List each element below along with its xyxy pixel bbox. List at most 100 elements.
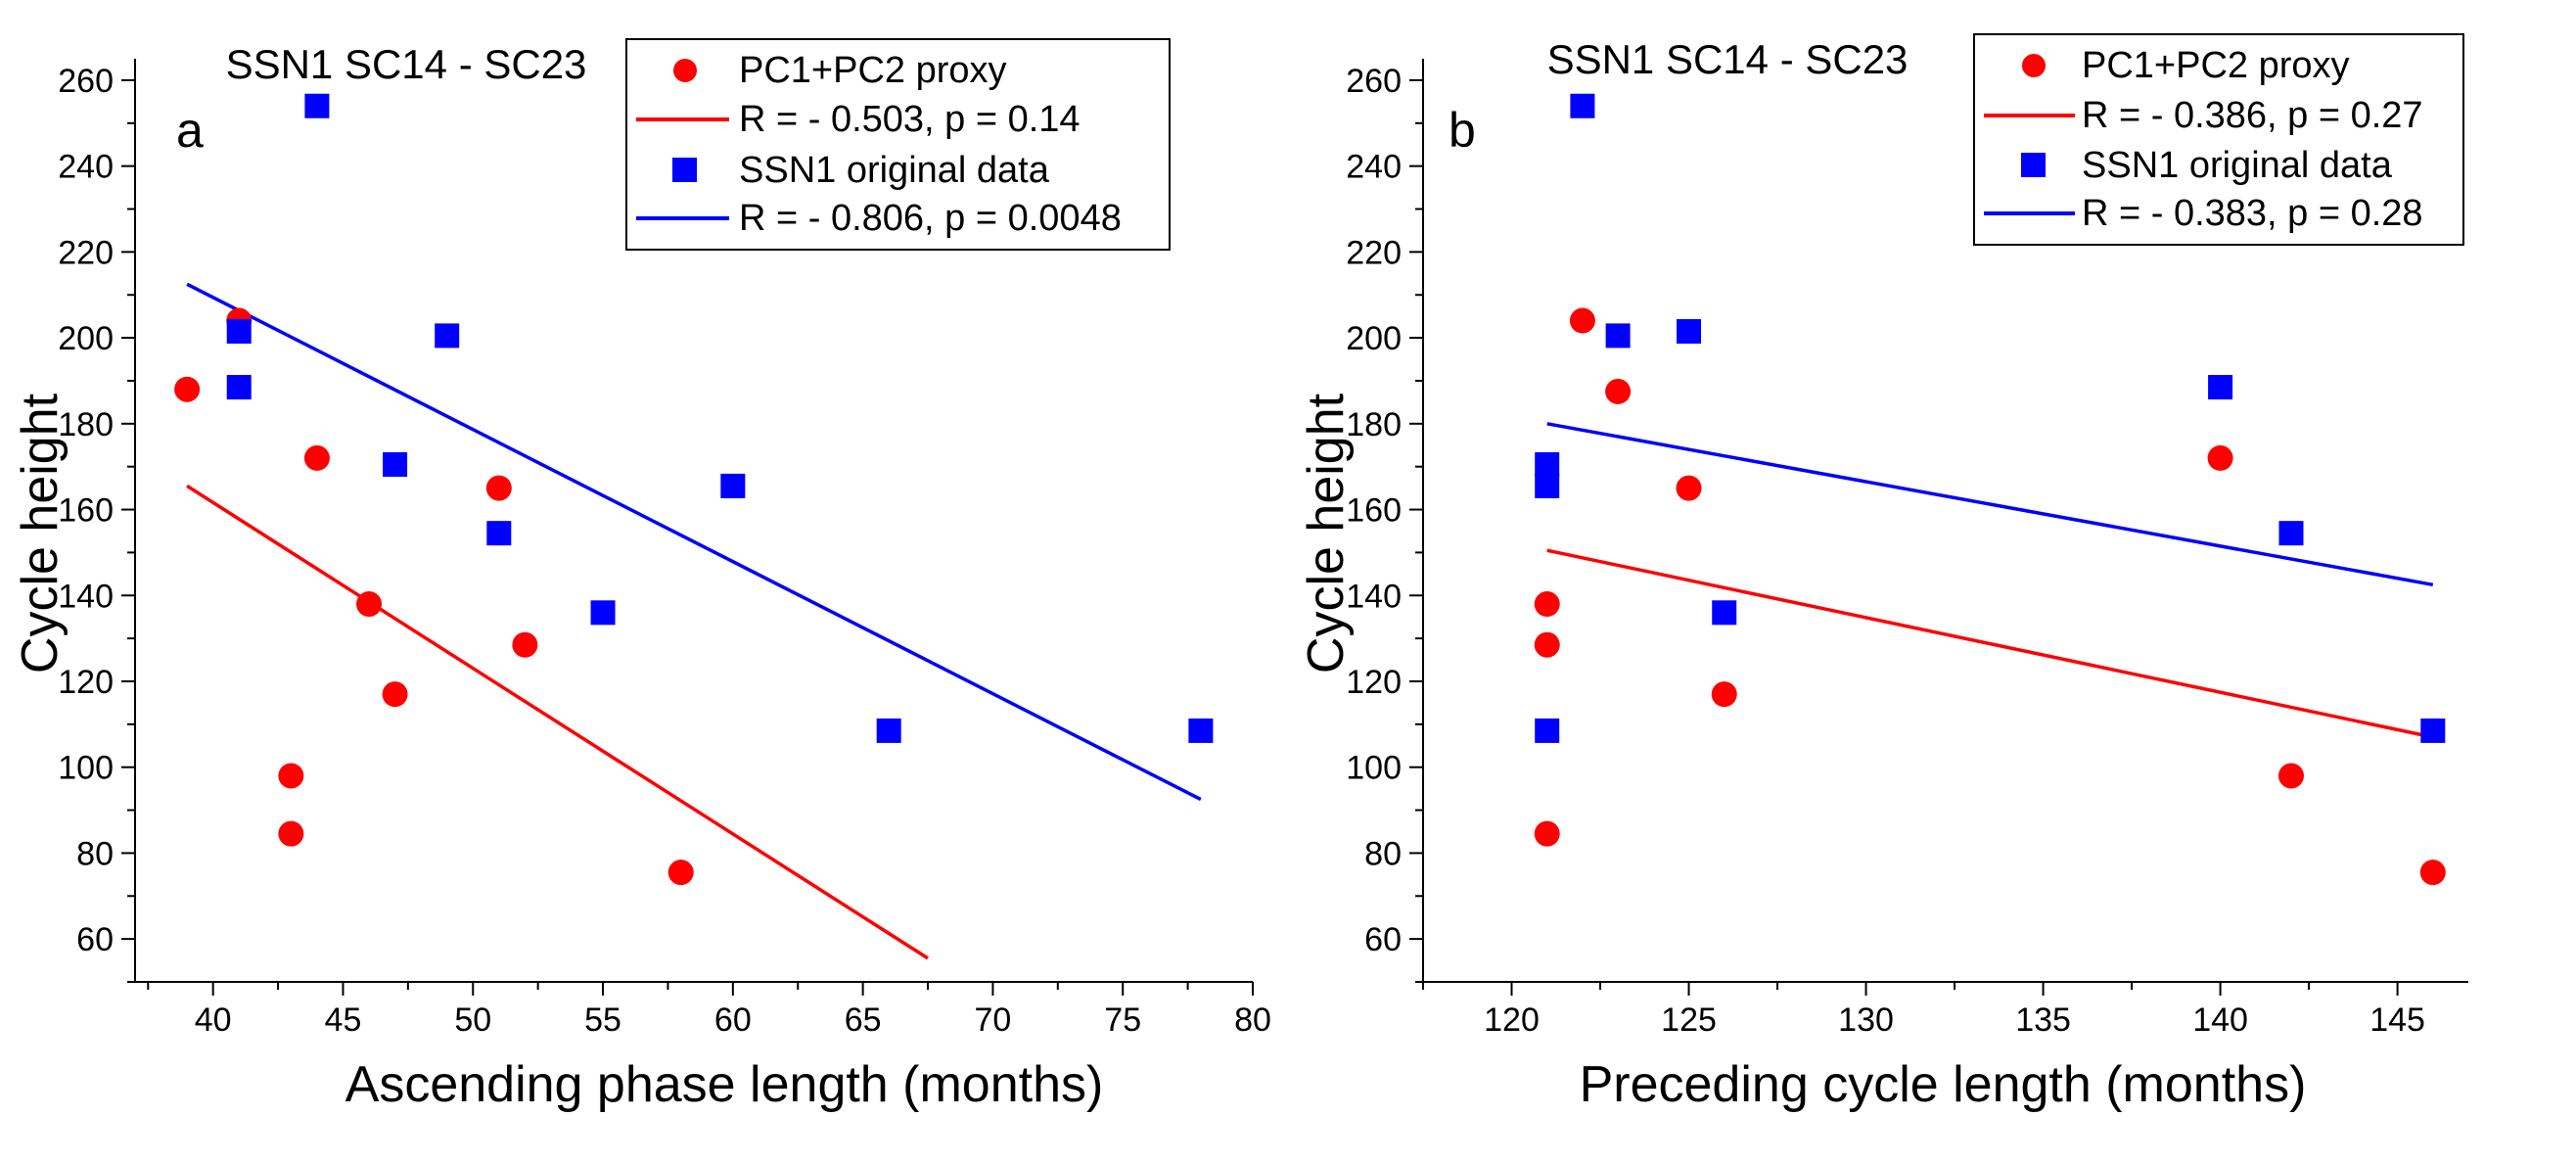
- y-tick-label: 200: [1346, 320, 1402, 357]
- ssn-data-point: [1535, 473, 1560, 498]
- ssn-data-point: [1677, 319, 1702, 345]
- proxy-data-point: [1676, 475, 1702, 501]
- ssn-data-point: [1605, 323, 1631, 349]
- fit-lines-a: [186, 282, 1202, 960]
- proxy-data-point: [1605, 378, 1632, 404]
- proxy-data-point: [485, 475, 512, 501]
- x-tick-label: 45: [325, 1001, 362, 1039]
- ssn-data-point: [486, 521, 512, 546]
- axes-a: 40 45 50 55 60 65 70 75 80 60 80 100 120 140 160 180 200…: [58, 59, 1271, 1039]
- legend-marker-proxy-b: [2022, 54, 2046, 77]
- y-tick-label: 220: [58, 234, 114, 271]
- axes-b: 120 125 130 135 140 145 60 80 100 120 140 160 180 200…: [1346, 59, 2468, 1039]
- proxy-fit-line: [1546, 548, 2434, 739]
- panel-label-b: b: [1449, 103, 1476, 158]
- y-tick-label: 100: [58, 750, 114, 787]
- legend-a: PC1+PC2 proxy R = - 0.503, p = 0.14 SSN1…: [625, 38, 1171, 251]
- x-tick-label: 80: [1234, 1001, 1271, 1039]
- ssn-data-point: [383, 451, 408, 477]
- ssn-fit-line: [1546, 422, 2434, 587]
- y-tick-label: 200: [58, 320, 114, 357]
- x-tick-label: 125: [1661, 1001, 1717, 1039]
- proxy-data-point: [2419, 860, 2446, 886]
- ssn-data-point: [435, 323, 460, 349]
- data-points-b: [1534, 93, 2446, 886]
- x-tick-label: 145: [2369, 1001, 2425, 1039]
- x-tick-label: 75: [1104, 1001, 1141, 1039]
- x-tick-label: 140: [2192, 1001, 2248, 1039]
- ssn-data-point: [720, 473, 746, 498]
- legend-label-ssn-fit-b: R = - 0.383, p = 0.28: [2082, 193, 2423, 234]
- x-tick-label: 135: [2015, 1001, 2071, 1039]
- legend-b: PC1+PC2 proxy R = - 0.386, p = 0.27 SSN1…: [1973, 33, 2464, 246]
- legend-label-proxy-a: PC1+PC2 proxy: [739, 50, 1007, 91]
- ssn-data-point: [1535, 451, 1560, 477]
- legend-marker-proxy-a: [673, 59, 697, 82]
- ssn-fit-line: [186, 282, 1202, 802]
- proxy-data-point: [278, 820, 304, 847]
- fit-lines-b: [1546, 422, 2434, 739]
- ssn-data-point: [2420, 718, 2446, 743]
- x-tick-label: 120: [1484, 1001, 1540, 1039]
- proxy-data-point: [1534, 631, 1560, 658]
- y-tick-label: 80: [76, 835, 114, 872]
- ssn-data-point: [1188, 718, 1214, 743]
- legend-box-b: [1973, 33, 2464, 246]
- proxy-data-point: [356, 591, 383, 618]
- y-tick-label: 160: [1346, 492, 1402, 530]
- chart-title-a: SSN1 SC14 - SC23: [226, 41, 587, 87]
- data-points-a: [174, 93, 1214, 886]
- ssn-data-point: [1712, 600, 1737, 626]
- legend-label-proxy-b: PC1+PC2 proxy: [2082, 45, 2350, 86]
- proxy-data-point: [1569, 307, 1595, 334]
- legend-label-ssn-fit-a: R = - 0.806, p = 0.0048: [739, 198, 1122, 239]
- x-tick-label: 70: [975, 1001, 1012, 1039]
- proxy-data-point: [667, 860, 694, 886]
- legend-marker-ssn-b: [2021, 153, 2046, 177]
- proxy-data-point: [303, 444, 330, 471]
- proxy-data-point: [2207, 444, 2233, 471]
- y-axis-label-b: Cycle height: [1298, 393, 1355, 674]
- y-tick-label: 180: [1346, 406, 1402, 443]
- panel-label-a: a: [176, 103, 204, 158]
- proxy-data-point: [382, 681, 408, 708]
- x-axis-label-b: Preceding cycle length (months): [1580, 1056, 2307, 1113]
- x-axis-label-a: Ascending phase length (months): [345, 1056, 1104, 1113]
- proxy-data-point: [174, 376, 201, 402]
- y-tick-label: 240: [1346, 149, 1402, 186]
- ssn-data-point: [590, 600, 616, 626]
- y-axis-label-a: Cycle height: [12, 393, 69, 674]
- y-tick-label: 140: [1346, 578, 1402, 615]
- x-tick-label: 130: [1838, 1001, 1894, 1039]
- x-tick-label: 65: [845, 1001, 882, 1039]
- x-tick-label: 40: [195, 1001, 232, 1039]
- legend-label-ssn-b: SSN1 original data: [2082, 145, 2393, 186]
- y-tick-label: 140: [58, 578, 114, 615]
- y-tick-label: 60: [76, 921, 114, 958]
- ssn-data-point: [1570, 93, 1595, 118]
- ssn-data-point: [226, 319, 252, 345]
- proxy-data-point: [2277, 763, 2304, 789]
- y-tick-label: 80: [1364, 835, 1402, 872]
- chart-title-b: SSN1 SC14 - SC23: [1547, 36, 1909, 82]
- ssn-data-point: [2208, 375, 2233, 400]
- legend-box-a: [625, 38, 1171, 251]
- ssn-data-point: [226, 375, 252, 400]
- y-tick-label: 160: [58, 492, 114, 530]
- legend-marker-ssn-a: [672, 158, 697, 182]
- ssn-data-point: [876, 718, 901, 743]
- panel-b: 120 125 130 135 140 145 60 80 100 120 140 160 180 200…: [1298, 33, 2468, 1113]
- proxy-fit-line: [186, 484, 929, 960]
- y-tick-label: 100: [1346, 750, 1402, 787]
- legend-label-proxy-fit-a: R = - 0.503, p = 0.14: [739, 99, 1081, 140]
- ssn-data-point: [2278, 521, 2304, 546]
- proxy-data-point: [512, 631, 538, 658]
- x-tick-label: 60: [714, 1001, 752, 1039]
- proxy-data-point: [278, 763, 304, 789]
- y-tick-label: 260: [1346, 63, 1402, 100]
- panel-a: 40 45 50 55 60 65 70 75 80 60 80 100 120 140 160 180 200…: [12, 38, 1271, 1113]
- y-tick-label: 220: [1346, 234, 1402, 271]
- y-tick-label: 180: [58, 406, 114, 443]
- y-tick-label: 240: [58, 149, 114, 186]
